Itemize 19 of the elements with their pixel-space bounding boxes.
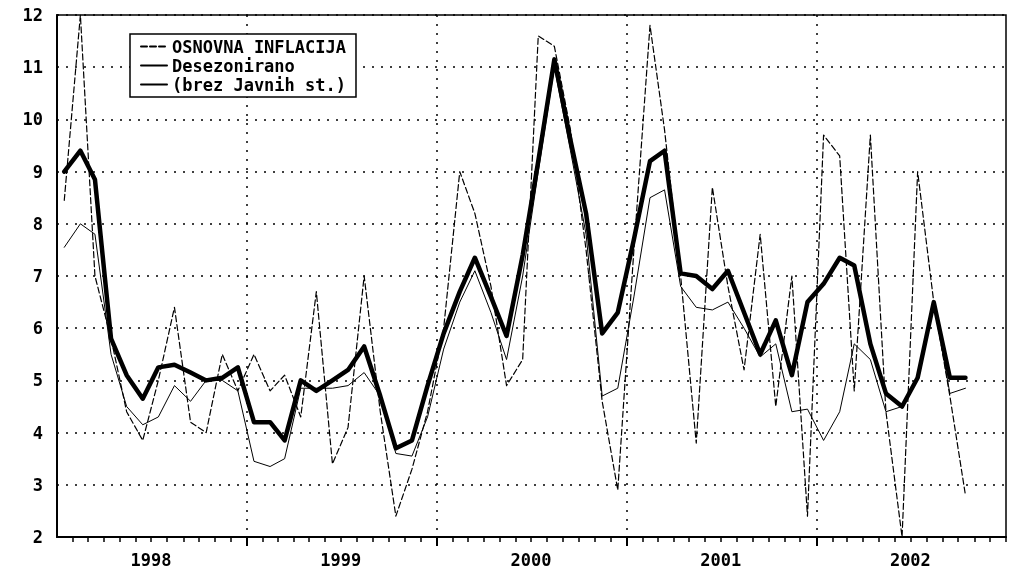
x-tick-label: 1999: [320, 549, 362, 570]
x-tick-label: 2000: [510, 549, 552, 570]
x-tick-label: 2001: [700, 549, 742, 570]
x-tick-label: 2002: [889, 549, 931, 570]
legend-label: OSNOVNA INFLACIJA: [172, 36, 346, 57]
y-tick-label: 2: [32, 527, 43, 547]
x-tick-label: 1998: [130, 549, 172, 570]
y-tick-label: 11: [22, 57, 43, 78]
y-tick-label: 8: [32, 213, 43, 234]
y-tick-label: 9: [32, 161, 43, 182]
y-tick-label: 5: [32, 370, 43, 391]
legend-label: Desezonirano: [172, 55, 295, 76]
y-tick-label: 10: [22, 109, 43, 130]
y-tick-label: 7: [32, 266, 43, 286]
y-tick-label: 12: [22, 5, 43, 25]
legend-label: (brez Javnih st.): [172, 74, 346, 95]
y-tick-label: 3: [32, 474, 43, 495]
y-tick-label: 4: [32, 422, 43, 443]
y-tick-label: 6: [32, 318, 43, 339]
